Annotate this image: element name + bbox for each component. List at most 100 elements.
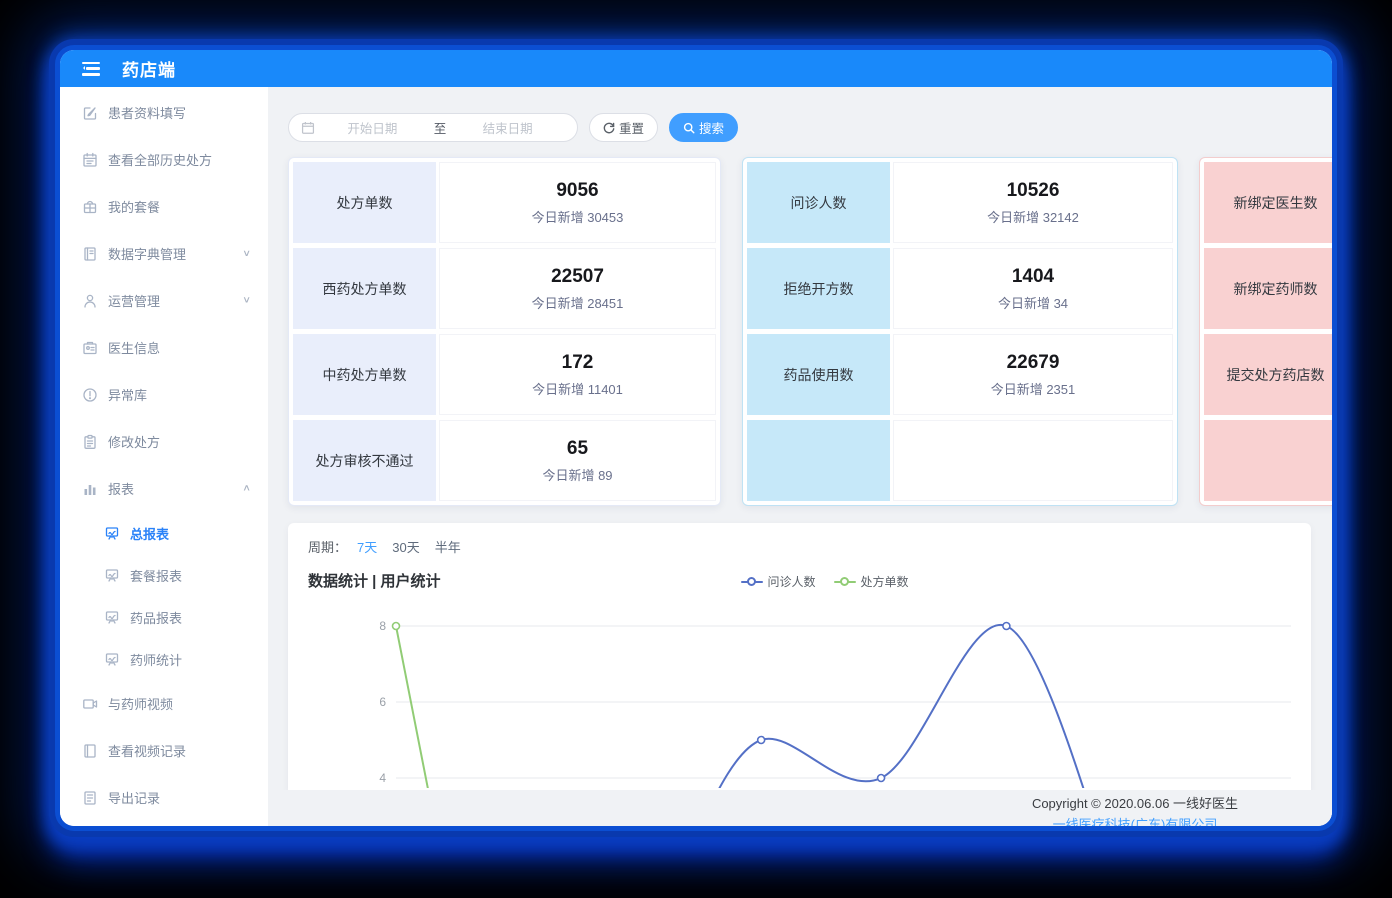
- sidebar-item-label: 导出记录: [108, 791, 161, 806]
- sidebar-item-6[interactable]: 异常库: [60, 371, 268, 418]
- sidebar-item-8-0[interactable]: 总报表: [60, 512, 268, 554]
- stat-row: [1204, 420, 1332, 501]
- sidebar-item-label: 与药师视频: [108, 697, 174, 712]
- sidebar-item-8[interactable]: 报表 ∧: [60, 465, 268, 512]
- collapse-menu-icon[interactable]: [82, 61, 100, 76]
- stat-subtext: 今日新增 2351: [990, 381, 1076, 397]
- sidebar-item-7[interactable]: 修改处方: [60, 418, 268, 465]
- legend-marker-icon: [833, 576, 856, 586]
- stat-subtext: 今日新增 32142: [987, 209, 1079, 225]
- clipboard-icon: [82, 434, 98, 450]
- stat-row: 西药处方单数 22507 今日新增 28451: [293, 248, 716, 329]
- notebook-icon: [82, 743, 98, 759]
- sidebar-item-9[interactable]: 与药师视频: [60, 680, 268, 727]
- period-selector: 周期： 7天 30天 半年: [308, 537, 1291, 556]
- sidebar-item-11[interactable]: 导出记录: [60, 774, 268, 821]
- sidebar-item-label: 修改处方: [108, 435, 161, 450]
- sidebar-item-8-2[interactable]: 药品报表: [60, 596, 268, 638]
- sidebar-item-4[interactable]: 运营管理 ∨: [60, 277, 268, 324]
- legend-item[interactable]: 处方单数: [833, 573, 909, 590]
- sidebar-item-label: 药师统计: [130, 652, 183, 668]
- package-icon: [82, 199, 98, 215]
- sidebar: 患者资料填写 查看全部历史处方 我的套餐 数据字典管理 ∨ 运营管理 ∨ 医生信息 异常库 修改处…: [60, 87, 268, 826]
- app-window: 药店端 患者资料填写 查看全部历史处方 我的套餐 数据字典管理 ∨ 运营管理 ∨ 医生信息 异常…: [60, 50, 1332, 826]
- sidebar-item-5[interactable]: 医生信息: [60, 324, 268, 371]
- reset-button[interactable]: 重置: [589, 113, 659, 142]
- period-option-半年[interactable]: 半年: [434, 540, 461, 555]
- stat-label: 处方审核不通过: [293, 420, 436, 501]
- user-icon: [82, 293, 98, 309]
- stat-number: 22679: [1006, 351, 1060, 373]
- dictionary-icon: [82, 246, 98, 262]
- stat-value-cell: 22507 今日新增 28451: [439, 248, 716, 329]
- sidebar-item-label: 报表: [108, 482, 135, 497]
- start-date-input[interactable]: 开始日期: [347, 122, 398, 136]
- stat-label: 问诊人数: [747, 162, 890, 243]
- stat-row: 问诊人数 10526 今日新增 32142: [747, 162, 1173, 243]
- stat-column-0: 处方单数 9056 今日新增 30453 西药处方单数 22507 今日新增 28451 中…: [288, 157, 721, 506]
- search-icon: [683, 122, 695, 134]
- stat-subtext: 今日新增 34: [997, 295, 1069, 311]
- stat-label: 新绑定药师数: [1204, 248, 1332, 329]
- sidebar-item-label: 查看视频记录: [108, 744, 187, 759]
- sidebar-item-label: 患者资料填写: [108, 106, 187, 121]
- sidebar-item-8-1[interactable]: 套餐报表: [60, 554, 268, 596]
- board-icon: [104, 525, 120, 541]
- sidebar-item-8-3[interactable]: 药师统计: [60, 638, 268, 680]
- chart-card: 周期： 7天 30天 半年 数据统计 | 用户统计 问诊人数 处方单数 8 6 4: [288, 523, 1311, 793]
- stat-subtext: 今日新增 30453: [531, 209, 624, 225]
- sidebar-item-2[interactable]: 我的套餐: [60, 183, 268, 230]
- sidebar-item-0[interactable]: 患者资料填写: [60, 89, 268, 136]
- stat-number: 1404: [1011, 265, 1055, 287]
- board-icon: [104, 609, 120, 625]
- stat-label: 提交处方药店数: [1204, 334, 1332, 415]
- stat-number: 9056: [556, 179, 599, 201]
- date-range-picker[interactable]: 开始日期 至 结束日期: [288, 113, 578, 142]
- stat-value-cell: 65 今日新增 89: [439, 420, 716, 501]
- refresh-icon: [603, 122, 615, 133]
- board-icon: [104, 651, 120, 667]
- chart-legend: 问诊人数 处方单数: [740, 573, 909, 590]
- stat-label: [747, 420, 890, 501]
- sidebar-item-3[interactable]: 数据字典管理 ∨: [60, 230, 268, 277]
- chevron-down-icon: ∨: [241, 248, 251, 259]
- period-option-30天[interactable]: 30天: [392, 540, 420, 555]
- stat-number: 10526: [1006, 179, 1060, 201]
- stat-column-2: 新绑定医生数 新绑定药师数 提交处方药店数: [1199, 157, 1332, 506]
- stat-label: 新绑定医生数: [1204, 162, 1332, 243]
- legend-item[interactable]: 问诊人数: [740, 573, 816, 590]
- search-label: 搜索: [699, 122, 725, 136]
- board-icon: [104, 567, 120, 583]
- line-chart: 8 6 4: [308, 598, 1291, 788]
- doctor-icon: [82, 340, 98, 356]
- stat-value-cell: 10526 今日新增 32142: [893, 162, 1173, 243]
- company-link[interactable]: 一线医疗科技(广东)有限公司: [1052, 817, 1218, 826]
- stat-row: 中药处方单数 172 今日新增 11401: [293, 334, 716, 415]
- stat-row: 新绑定医生数: [1204, 162, 1332, 243]
- sidebar-item-label: 套餐报表: [130, 568, 183, 584]
- export-icon: [82, 790, 98, 806]
- stat-row: 处方单数 9056 今日新增 30453: [293, 162, 716, 243]
- date-separator: 至: [433, 122, 447, 136]
- stat-row: [747, 420, 1173, 501]
- search-button[interactable]: 搜索: [669, 113, 739, 142]
- stat-label: 西药处方单数: [293, 248, 436, 329]
- stat-number: 65: [566, 437, 589, 459]
- stat-label: 处方单数: [293, 162, 436, 243]
- stat-label: [1204, 420, 1332, 501]
- end-date-input[interactable]: 结束日期: [482, 122, 533, 136]
- sidebar-item-1[interactable]: 查看全部历史处方: [60, 136, 268, 183]
- svg-text:6: 6: [379, 695, 386, 709]
- stat-value-cell: 9056 今日新增 30453: [439, 162, 716, 243]
- legend-marker-icon: [740, 576, 763, 586]
- sidebar-item-10[interactable]: 查看视频记录: [60, 727, 268, 774]
- sidebar-item-label: 运营管理: [108, 294, 161, 309]
- chart-title: 数据统计 | 用户统计: [308, 573, 441, 590]
- stat-value-cell: 22679 今日新增 2351: [893, 334, 1173, 415]
- stat-value-cell: [893, 420, 1173, 501]
- main-content: 开始日期 至 结束日期 重置: [268, 87, 1332, 826]
- stat-value-cell: 172 今日新增 11401: [439, 334, 716, 415]
- period-option-7天[interactable]: 7天: [357, 540, 378, 555]
- svg-text:8: 8: [379, 619, 386, 633]
